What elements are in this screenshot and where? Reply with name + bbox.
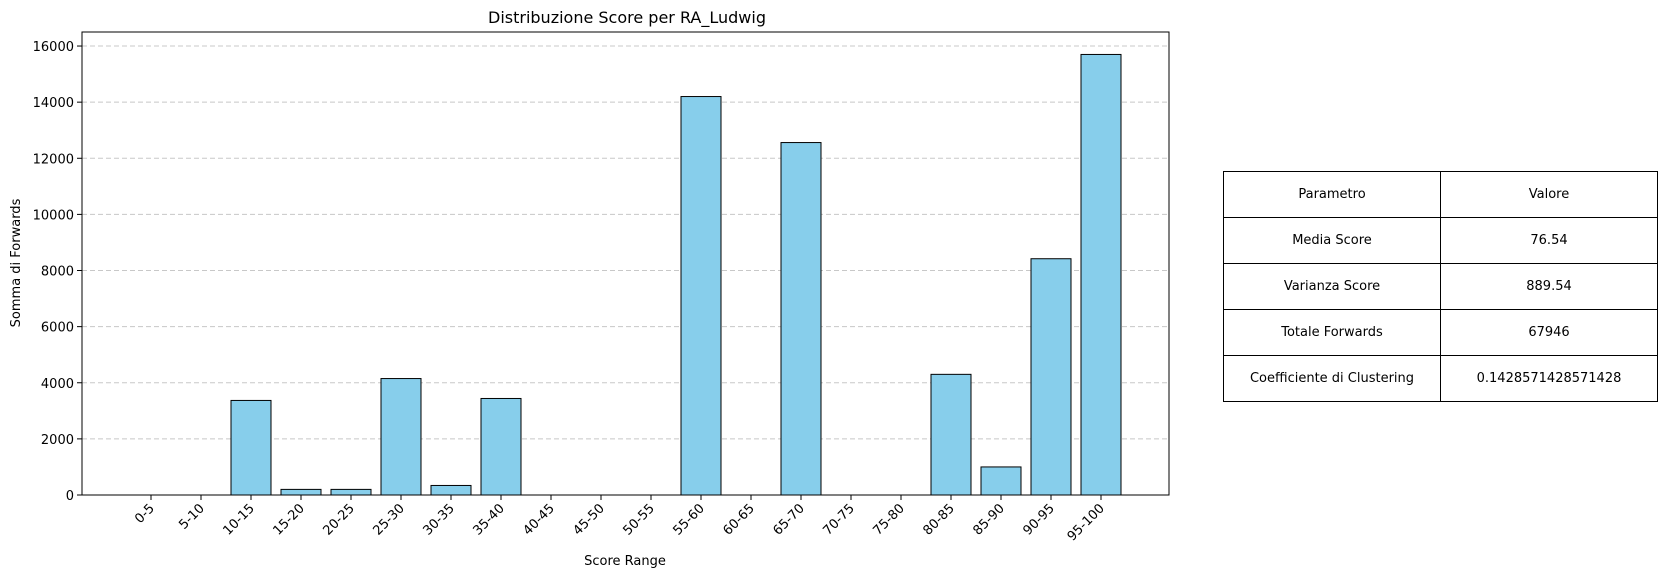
x-axis-ticks: 0-5 5-10 10-15 15-20 20-25 25-30 30-35 35-40 40-… xyxy=(132,495,1108,544)
bar xyxy=(780,142,822,496)
x-tick-label: 55-60 xyxy=(671,501,708,538)
y-axis-ticks: 0 2000 4000 6000 8000 10000 12000 14000 16000 xyxy=(33,40,82,504)
y-tick-label: 0 xyxy=(66,489,74,504)
y-tick-label: 4000 xyxy=(41,377,74,392)
bar xyxy=(1030,258,1072,496)
bar xyxy=(930,373,972,496)
x-tick-label: 90-95 xyxy=(1021,501,1058,538)
x-tick-label: 35-40 xyxy=(471,501,508,538)
x-tick-label: 95-100 xyxy=(1065,501,1108,544)
plot-frame xyxy=(81,31,1170,496)
x-tick-label: 50-55 xyxy=(621,501,658,538)
table-cell: Totale Forwards xyxy=(1223,309,1441,356)
table-cell: 889.54 xyxy=(1440,263,1658,310)
x-tick-label: 40-45 xyxy=(521,501,558,538)
y-tick-label: 8000 xyxy=(41,265,74,280)
x-tick-label: 0-5 xyxy=(132,501,158,527)
x-tick-label: 30-35 xyxy=(421,501,458,538)
bar xyxy=(1080,53,1122,496)
table-cell: Varianza Score xyxy=(1223,263,1441,310)
y-tick-label: 6000 xyxy=(41,321,74,336)
x-axis-label: Score Range xyxy=(584,554,666,569)
y-tick-label: 16000 xyxy=(33,40,74,55)
x-tick-label: 75-80 xyxy=(871,501,908,538)
bar xyxy=(280,488,322,496)
x-tick-label: 80-85 xyxy=(921,501,958,538)
table-cell: 0.1428571428571428 xyxy=(1440,355,1658,402)
table-cell: Coefficiente di Clustering xyxy=(1223,355,1441,402)
bars xyxy=(230,53,1122,496)
bar xyxy=(980,466,1022,496)
bar xyxy=(380,378,422,496)
x-tick-label: 20-25 xyxy=(321,501,358,538)
bar xyxy=(680,96,722,496)
table-cell: 76.54 xyxy=(1440,217,1658,264)
x-tick-label: 60-65 xyxy=(721,501,758,538)
x-tick-label: 5-10 xyxy=(176,501,207,532)
bar xyxy=(330,488,372,496)
bar xyxy=(430,484,472,496)
table-row: Totale Forwards 67946 xyxy=(1223,309,1658,356)
x-tick-label: 15-20 xyxy=(271,501,308,538)
x-tick-label: 65-70 xyxy=(771,501,808,538)
table-header-row: Parametro Valore xyxy=(1223,171,1658,218)
y-tick-label: 2000 xyxy=(41,433,74,448)
bar xyxy=(480,397,522,496)
y-tick-label: 10000 xyxy=(33,208,74,223)
x-tick-label: 10-15 xyxy=(221,501,258,538)
chart-title: Distribuzione Score per RA_Ludwig xyxy=(488,8,766,28)
grid-lines xyxy=(82,45,1169,440)
x-tick-label: 70-75 xyxy=(821,501,858,538)
x-tick-label: 25-30 xyxy=(371,501,408,538)
stats-table: Parametro Valore Media Score 76.54 Varia… xyxy=(1223,171,1658,402)
x-tick-label: 45-50 xyxy=(571,501,608,538)
table-cell: 67946 xyxy=(1440,309,1658,356)
table-row: Coefficiente di Clustering 0.14285714285… xyxy=(1223,355,1658,402)
y-axis-label: Somma di Forwards xyxy=(9,198,24,327)
table-row: Varianza Score 889.54 xyxy=(1223,263,1658,310)
table-row: Media Score 76.54 xyxy=(1223,217,1658,264)
y-tick-label: 14000 xyxy=(33,96,74,111)
table-header-cell: Valore xyxy=(1440,171,1658,218)
table-header-cell: Parametro xyxy=(1223,171,1441,218)
bar xyxy=(230,399,272,496)
table-cell: Media Score xyxy=(1223,217,1441,264)
x-tick-label: 85-90 xyxy=(971,501,1008,538)
y-tick-label: 12000 xyxy=(33,152,74,167)
